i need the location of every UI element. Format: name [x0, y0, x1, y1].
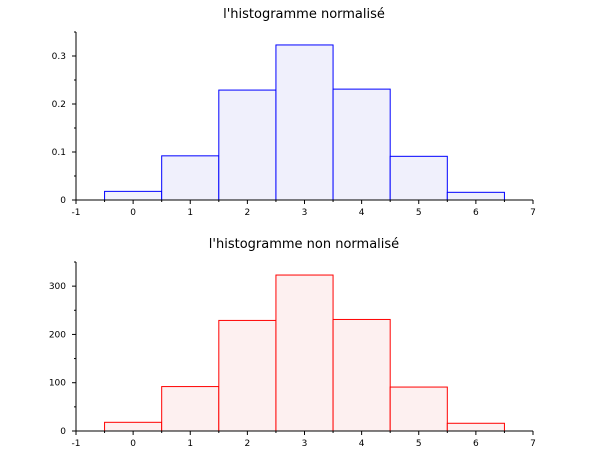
x-tick-label: 0	[130, 208, 136, 218]
x-tick-label: 4	[359, 208, 365, 218]
chart-title: l'histogramme non normalisé	[209, 237, 399, 252]
histogram-bar-0	[104, 190, 163, 201]
chart-normalized: l'histogramme normalisé -1 0 1 2 3 4 5 6 7 0 0.1 0.…	[52, 7, 536, 218]
histogram-bar-0	[104, 421, 163, 432]
y-tick-label: 0.2	[52, 100, 66, 110]
x-tick-label: 4	[359, 439, 365, 449]
histogram-bar-4	[332, 318, 391, 432]
histogram-bar-3	[275, 44, 334, 201]
x-tick-label: 5	[416, 439, 422, 449]
chart-title: l'histogramme normalisé	[223, 7, 385, 22]
x-tick-label: 5	[416, 208, 422, 218]
histogram-bar-6	[446, 191, 505, 201]
x-tick-label: 2	[245, 439, 251, 449]
x-tick-label: 2	[245, 208, 251, 218]
x-tick-label: 1	[187, 208, 193, 218]
x-tick-label: 7	[530, 439, 536, 449]
x-tick-label: 1	[187, 439, 193, 449]
x-tick-label: 7	[530, 208, 536, 218]
x-tick-label: 3	[302, 208, 308, 218]
x-tick-label: 3	[302, 439, 308, 449]
histogram-bar-5	[389, 155, 448, 201]
histogram-bar-2	[218, 89, 277, 201]
y-tick-label: 0	[60, 196, 66, 206]
x-tick-label: 6	[473, 439, 479, 449]
x-tick-label: -1	[72, 439, 81, 449]
x-tick-label: 6	[473, 208, 479, 218]
y-tick-label: 0	[60, 427, 66, 437]
x-tick-label: 0	[130, 439, 136, 449]
histogram-bar-2	[218, 319, 277, 432]
histogram-bar-5	[389, 386, 448, 432]
y-tick-label: 0.3	[52, 52, 66, 62]
histogram-bar-1	[161, 386, 220, 432]
chart-non-normalized: l'histogramme non normalisé -1 0 1 2 3 4 5 6 7 0 1…	[49, 237, 536, 449]
y-tick-label: 300	[49, 282, 66, 292]
x-tick-label: -1	[72, 208, 81, 218]
histogram-bar-6	[446, 422, 505, 432]
histogram-bar-1	[161, 155, 220, 201]
y-tick-label: 0.1	[52, 148, 66, 158]
histogram-bar-4	[332, 88, 391, 201]
y-tick-label: 200	[49, 330, 66, 340]
histogram-bar-3	[275, 274, 334, 432]
y-tick-label: 100	[49, 379, 66, 389]
